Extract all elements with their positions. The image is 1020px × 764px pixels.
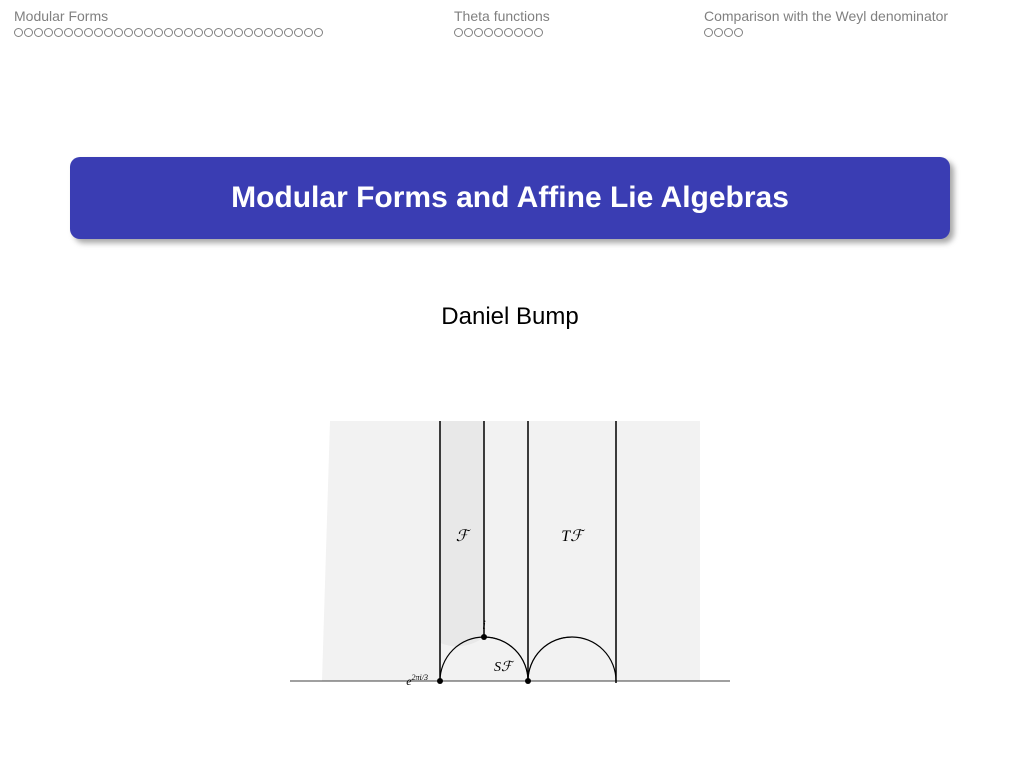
- svg-text:e2πi/3: e2πi/3: [406, 673, 428, 688]
- progress-dot: [194, 28, 203, 37]
- progress-dot: [304, 28, 313, 37]
- progress-dot: [234, 28, 243, 37]
- section-1: Theta functions: [454, 8, 704, 37]
- progress-dot: [224, 28, 233, 37]
- progress-dot: [504, 28, 513, 37]
- progress-dot: [44, 28, 53, 37]
- fundamental-domain-diagram: ℱTℱSℱie2πi/3: [280, 421, 740, 706]
- progress-dots: [704, 28, 1004, 37]
- progress-header: Modular FormsTheta functionsComparison w…: [0, 0, 1020, 37]
- progress-dot: [64, 28, 73, 37]
- slide-title: Modular Forms and Affine Lie Algebras: [90, 181, 930, 215]
- progress-dot: [164, 28, 173, 37]
- progress-dot: [124, 28, 133, 37]
- progress-dot: [284, 28, 293, 37]
- progress-dot: [264, 28, 273, 37]
- progress-dot: [144, 28, 153, 37]
- progress-dot: [14, 28, 23, 37]
- progress-dot: [514, 28, 523, 37]
- progress-dot: [184, 28, 193, 37]
- progress-dot: [294, 28, 303, 37]
- section-title: Comparison with the Weyl denominator: [704, 8, 1004, 24]
- section-title: Theta functions: [454, 8, 704, 24]
- progress-dot: [154, 28, 163, 37]
- author-name: Daniel Bump: [0, 303, 1020, 331]
- progress-dots: [454, 28, 704, 37]
- progress-dot: [24, 28, 33, 37]
- progress-dot: [494, 28, 503, 37]
- progress-dot: [314, 28, 323, 37]
- progress-dot: [54, 28, 63, 37]
- progress-dot: [534, 28, 543, 37]
- section-2: Comparison with the Weyl denominator: [704, 8, 1004, 37]
- progress-dots: [14, 28, 454, 37]
- progress-dot: [714, 28, 723, 37]
- progress-dot: [724, 28, 733, 37]
- section-title: Modular Forms: [14, 8, 454, 24]
- progress-dot: [734, 28, 743, 37]
- progress-dot: [254, 28, 263, 37]
- progress-dot: [214, 28, 223, 37]
- progress-dot: [114, 28, 123, 37]
- section-0: Modular Forms: [14, 8, 454, 37]
- progress-dot: [524, 28, 533, 37]
- title-block: Modular Forms and Affine Lie Algebras: [70, 157, 950, 239]
- progress-dot: [274, 28, 283, 37]
- progress-dot: [244, 28, 253, 37]
- progress-dot: [74, 28, 83, 37]
- progress-dot: [704, 28, 713, 37]
- progress-dot: [464, 28, 473, 37]
- progress-dot: [204, 28, 213, 37]
- progress-dot: [104, 28, 113, 37]
- progress-dot: [34, 28, 43, 37]
- progress-dot: [134, 28, 143, 37]
- progress-dot: [484, 28, 493, 37]
- progress-dot: [174, 28, 183, 37]
- progress-dot: [94, 28, 103, 37]
- progress-dot: [84, 28, 93, 37]
- progress-dot: [474, 28, 483, 37]
- svg-text:i: i: [482, 617, 486, 632]
- svg-text:Tℱ: Tℱ: [561, 528, 586, 545]
- progress-dot: [454, 28, 463, 37]
- svg-text:Sℱ: Sℱ: [494, 660, 515, 675]
